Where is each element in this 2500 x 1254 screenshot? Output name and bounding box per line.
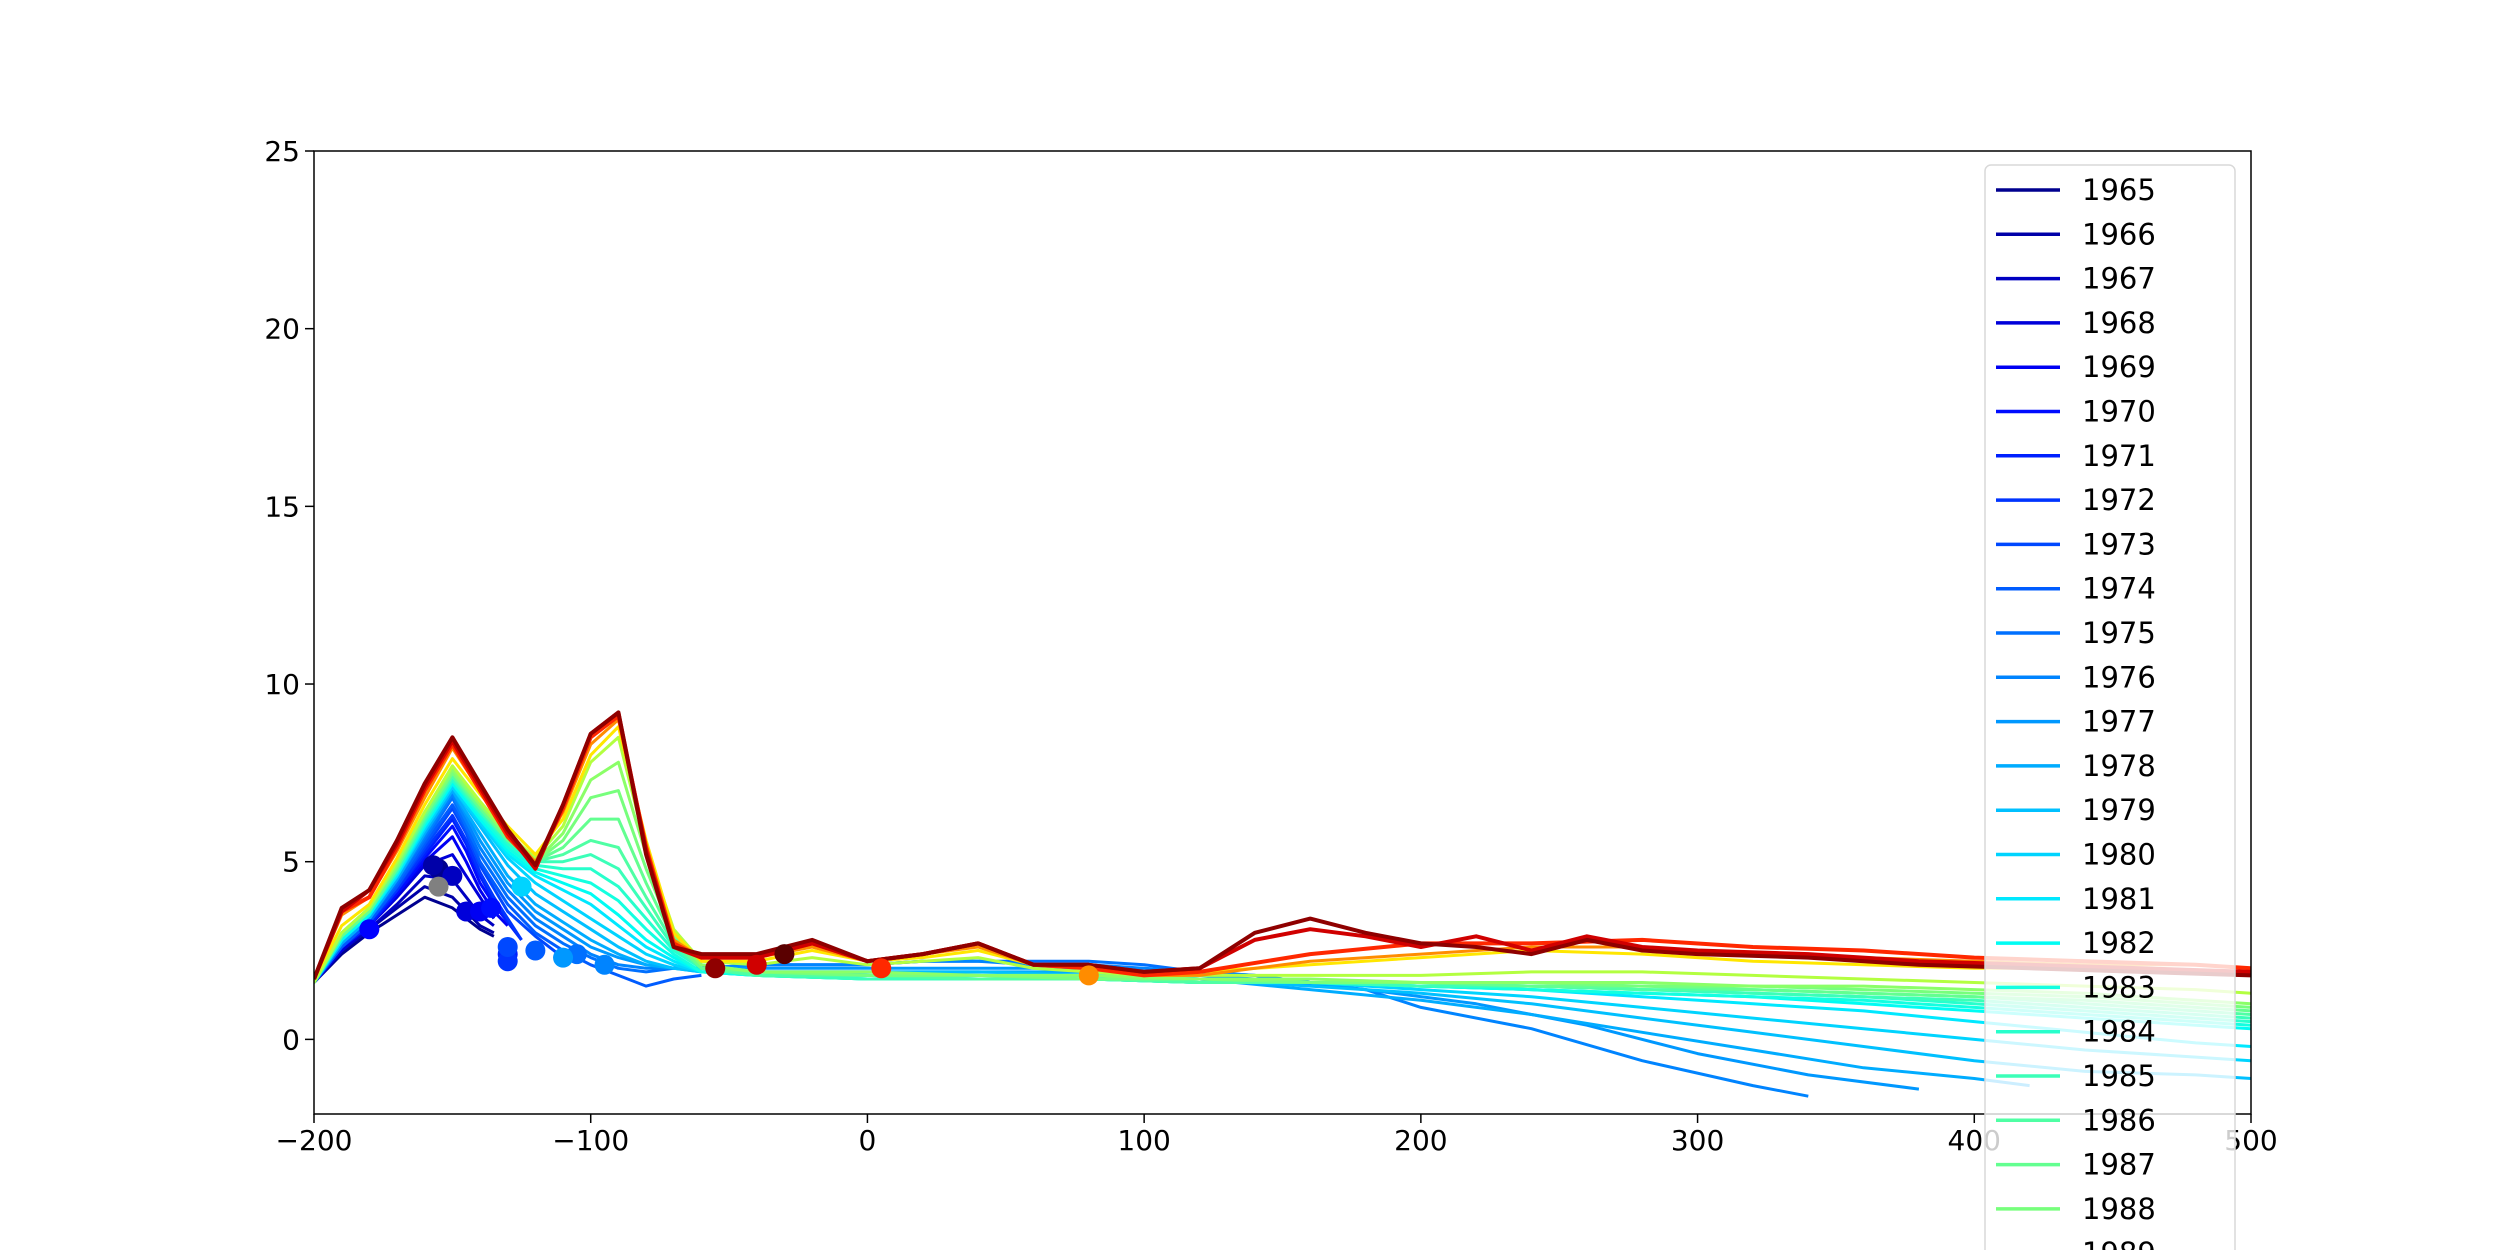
series-marker [871, 958, 892, 979]
series-line [314, 710, 2251, 980]
legend-label: 1971 [2082, 439, 2156, 473]
series-marker [553, 947, 574, 968]
legend-label: 1983 [2082, 970, 2156, 1004]
legend-frame [1984, 164, 2236, 1254]
legend-label: 1976 [2082, 660, 2156, 694]
y-tick-label: 0 [282, 1023, 300, 1056]
series-layer [314, 710, 2251, 1098]
legend-label: 1979 [2082, 793, 2156, 827]
series-marker [456, 901, 477, 922]
legend-label: 1977 [2082, 705, 2156, 739]
legend-label: 1974 [2082, 572, 2156, 606]
legend-label: 1969 [2082, 350, 2156, 384]
legend-label: 1978 [2082, 749, 2156, 783]
legend-label: 1972 [2082, 483, 2156, 517]
y-tick-label: 15 [264, 490, 300, 523]
x-axis: −200 −100 0 100 200 300 400 500 [276, 1114, 2278, 1157]
legend-label: 1984 [2082, 1015, 2156, 1049]
legend-label: 1986 [2082, 1103, 2156, 1137]
series-marker [497, 936, 518, 957]
legend-label: 1987 [2082, 1148, 2156, 1182]
y-axis: 0 5 10 15 20 25 [264, 135, 314, 1056]
y-tick-label: 25 [264, 135, 300, 168]
y-tick-label: 10 [264, 668, 300, 701]
series-line [314, 725, 2251, 980]
series-marker [746, 954, 767, 975]
legend-label: 1982 [2082, 926, 2156, 960]
legend-label: 1980 [2082, 838, 2156, 872]
series-marker [428, 876, 449, 897]
legend-label: 1965 [2082, 173, 2156, 207]
series-marker [594, 954, 615, 975]
axes-frame [313, 150, 2252, 1115]
series-marker [774, 944, 795, 965]
legend-label: 1975 [2082, 616, 2156, 650]
y-tick-label: 20 [264, 313, 300, 346]
series-line [314, 796, 1311, 984]
series-marker [422, 855, 443, 876]
legend-label: 1985 [2082, 1059, 2156, 1093]
legend-label: 1970 [2082, 395, 2156, 429]
x-tick-label: 100 [1117, 1124, 1170, 1157]
series-marker [705, 958, 726, 979]
series-line [314, 735, 2251, 995]
series-marker [511, 876, 532, 897]
legend-label: 1988 [2082, 1192, 2156, 1226]
x-tick-label: −200 [276, 1124, 353, 1157]
x-tick-label: −100 [552, 1124, 629, 1157]
series-marker [442, 865, 463, 886]
legend: 1965 1966 1967 1968 1969 1970 1971 1972 1973 1974… [1984, 164, 2236, 1254]
x-tick-label: 300 [1671, 1124, 1724, 1157]
legend-label: 1973 [2082, 527, 2156, 561]
series-line [314, 895, 495, 984]
legend-label: 1967 [2082, 262, 2156, 296]
series-marker [481, 897, 502, 918]
legend-label: 1966 [2082, 217, 2156, 251]
legend-label: 1968 [2082, 306, 2156, 340]
x-tick-label: 0 [859, 1124, 877, 1157]
y-tick-label: 5 [282, 846, 300, 879]
series-marker [497, 951, 518, 972]
series-marker [1078, 965, 1099, 986]
series-line [314, 792, 1809, 1098]
series-marker [359, 919, 380, 940]
legend-label: 1989 [2082, 1236, 2156, 1250]
series-line [314, 803, 702, 988]
x-tick-label: 200 [1394, 1124, 1447, 1157]
marker-layer [359, 855, 1099, 986]
series-line [314, 789, 2030, 1088]
series-line [314, 718, 2251, 980]
series-marker [525, 940, 546, 961]
legend-label: 1981 [2082, 882, 2156, 916]
